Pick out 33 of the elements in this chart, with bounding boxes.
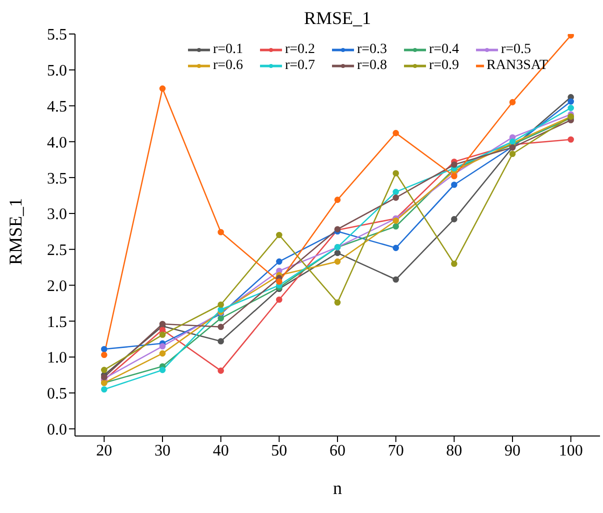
x-tick-label: 100 — [558, 442, 583, 460]
x-tick-label: 60 — [330, 442, 346, 460]
y-tick-label: 0.5 — [47, 386, 67, 403]
y-tick-label: 3.0 — [47, 206, 67, 224]
legend-label: r=0.4 — [429, 42, 460, 58]
y-tick-label: 1.5 — [47, 314, 67, 331]
x-tick-label: 30 — [154, 442, 170, 460]
y-tick-label: 4.5 — [47, 98, 67, 116]
legend-label: r=0.3 — [357, 42, 388, 58]
y-tick-label: 0.0 — [47, 422, 67, 438]
x-tick-label: 70 — [388, 442, 404, 460]
y-tick-label: 2.5 — [47, 242, 67, 260]
legend-label: r=0.2 — [285, 42, 316, 58]
x-tick-label: 20 — [96, 442, 112, 460]
y-tick-label: 5.5 — [47, 26, 67, 44]
y-tick-label: 5.0 — [47, 62, 67, 80]
legend-label: r=0.8 — [357, 58, 388, 74]
x-tick-label: 80 — [446, 442, 462, 460]
x-axis-title: n — [333, 478, 342, 498]
y-axis-title: RMSE_1 — [5, 198, 26, 265]
legend-label: r=0.9 — [429, 58, 460, 74]
y-tick-label: 2.0 — [47, 278, 67, 295]
chart-title: RMSE_1 — [302, 8, 372, 29]
y-tick-label: 1.0 — [47, 350, 67, 367]
x-tick-label: 40 — [212, 442, 229, 460]
x-tick-label: 90 — [504, 442, 520, 460]
y-tick-label: 3.5 — [47, 170, 67, 188]
legend-label: r=0.1 — [213, 42, 244, 58]
legend-label: r=0.7 — [285, 58, 316, 74]
legend-label: r=0.5 — [501, 42, 532, 58]
legend-label: r=0.6 — [213, 58, 244, 74]
y-tick-label: 4.0 — [47, 134, 67, 152]
x-tick-label: 50 — [271, 442, 288, 460]
